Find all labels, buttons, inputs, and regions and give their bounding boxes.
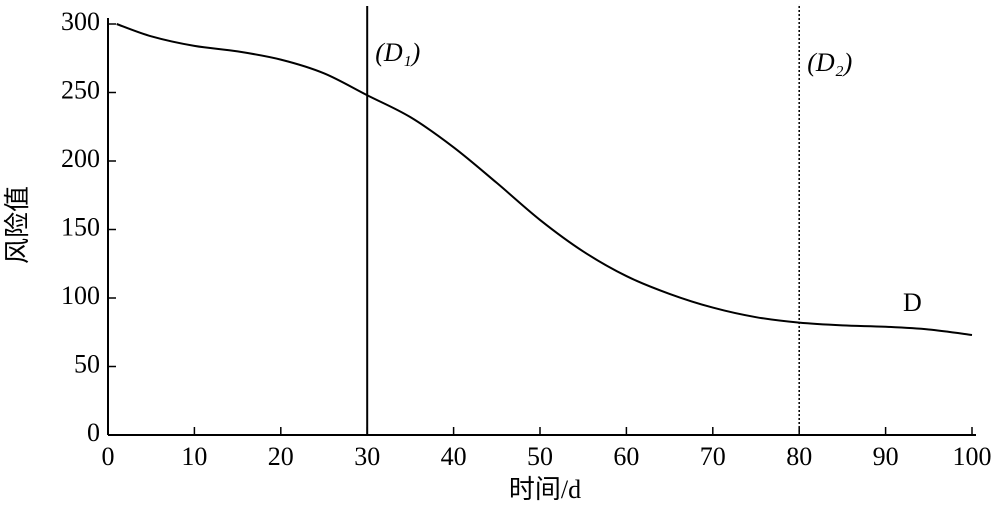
y-tick-label: 0: [87, 418, 100, 447]
y-tick-label: 150: [61, 212, 100, 241]
x-tick-label: 100: [953, 442, 992, 471]
y-tick-label: 50: [74, 349, 100, 378]
x-tick-label: 30: [354, 442, 380, 471]
x-tick-label: 60: [613, 442, 639, 471]
x-tick-label: 90: [873, 442, 899, 471]
x-tick-label: 50: [527, 442, 553, 471]
y-tick-label: 200: [61, 144, 100, 173]
y-axis-label: 风险值: [3, 186, 32, 264]
x-tick-label: 0: [102, 442, 115, 471]
y-tick-label: 300: [61, 7, 100, 36]
x-tick-label: 80: [786, 442, 812, 471]
x-tick-label: 20: [268, 442, 294, 471]
x-tick-label: 40: [441, 442, 467, 471]
x-tick-label: 70: [700, 442, 726, 471]
line-series: [116, 23, 973, 336]
y-tick-label: 250: [61, 75, 100, 104]
reference-label: (D₂): [807, 48, 852, 77]
y-tick-label: 100: [61, 281, 100, 310]
reference-label: (D₁): [375, 38, 420, 67]
x-tick-label: 10: [181, 442, 207, 471]
x-axis-label: 时间/d: [509, 475, 581, 504]
series-label: D: [903, 288, 922, 317]
